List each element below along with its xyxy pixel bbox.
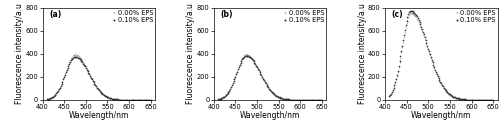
0.00% EPS [386,95,392,97]
0.00% EPS [240,57,246,59]
0.10% EPS [432,67,438,68]
Legend: 0.00% EPS, 0.10% EPS: 0.00% EPS, 0.10% EPS [283,9,325,24]
Text: (a): (a) [50,10,62,19]
0.00% EPS [286,99,292,100]
0.10% EPS [89,78,95,80]
0.00% EPS [412,14,418,15]
0.00% EPS [226,91,232,93]
Line: 0.00% EPS: 0.00% EPS [388,12,494,101]
0.10% EPS [412,12,418,13]
X-axis label: Wavelength/nm: Wavelength/nm [240,111,300,120]
0.10% EPS [490,99,496,101]
0.10% EPS [215,99,221,100]
0.10% EPS [386,95,392,97]
0.00% EPS [260,77,266,79]
0.00% EPS [490,99,496,101]
Line: 0.10% EPS: 0.10% EPS [217,55,323,101]
0.00% EPS [44,98,50,100]
0.10% EPS [396,61,402,62]
0.00% EPS [408,12,414,14]
0.00% EPS [452,97,458,98]
0.00% EPS [281,98,287,99]
0.00% EPS [396,62,402,63]
Y-axis label: Fluorescence intensity/a.u: Fluorescence intensity/a.u [186,3,196,104]
0.10% EPS [260,78,266,79]
0.10% EPS [484,99,490,101]
0.00% EPS [484,99,490,101]
Line: 0.10% EPS: 0.10% EPS [46,56,152,101]
Line: 0.00% EPS: 0.00% EPS [46,54,152,101]
Text: (c): (c) [392,10,404,19]
X-axis label: Wavelength/nm: Wavelength/nm [68,111,129,120]
0.00% EPS [148,99,154,101]
0.10% EPS [313,99,319,101]
0.10% EPS [44,99,50,100]
0.00% EPS [313,99,319,101]
0.10% EPS [226,91,232,93]
0.10% EPS [408,10,414,11]
Legend: 0.00% EPS, 0.10% EPS: 0.00% EPS, 0.10% EPS [454,9,496,24]
0.00% EPS [244,54,250,55]
Line: 0.10% EPS: 0.10% EPS [388,10,494,101]
0.00% EPS [72,54,78,55]
0.00% EPS [115,99,121,100]
0.00% EPS [319,99,325,101]
0.10% EPS [148,99,154,101]
0.10% EPS [452,97,458,98]
0.00% EPS [68,57,74,59]
0.10% EPS [281,98,287,99]
0.00% EPS [110,98,116,99]
Legend: 0.00% EPS, 0.10% EPS: 0.00% EPS, 0.10% EPS [112,9,154,24]
0.10% EPS [110,98,116,100]
0.10% EPS [54,92,60,93]
0.00% EPS [142,99,148,101]
Text: (b): (b) [220,10,233,19]
0.10% EPS [72,56,78,57]
0.10% EPS [319,99,325,101]
Line: 0.00% EPS: 0.00% EPS [217,54,323,101]
0.10% EPS [115,99,121,100]
0.10% EPS [244,55,250,56]
0.00% EPS [215,98,221,100]
0.10% EPS [457,98,463,100]
0.00% EPS [432,67,438,69]
0.00% EPS [89,77,95,79]
0.00% EPS [457,98,463,100]
0.10% EPS [286,99,292,100]
0.10% EPS [240,58,246,60]
Y-axis label: Fluorescence intensity/a.u: Fluorescence intensity/a.u [358,3,366,104]
X-axis label: Wavelength/nm: Wavelength/nm [411,111,472,120]
0.10% EPS [68,59,74,61]
0.10% EPS [142,99,148,101]
Y-axis label: Fluorescence intensity/a.u: Fluorescence intensity/a.u [15,3,24,104]
0.00% EPS [54,91,60,93]
